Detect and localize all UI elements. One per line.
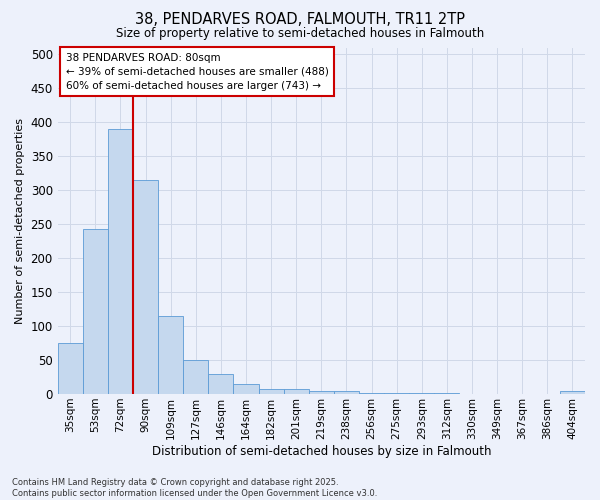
- Bar: [58, 343, 83, 394]
- Bar: [108, 129, 133, 394]
- Bar: [560, 390, 585, 394]
- Y-axis label: Number of semi-detached properties: Number of semi-detached properties: [15, 118, 25, 324]
- Text: 38 PENDARVES ROAD: 80sqm
← 39% of semi-detached houses are smaller (488)
60% of : 38 PENDARVES ROAD: 80sqm ← 39% of semi-d…: [65, 52, 328, 90]
- Bar: [284, 390, 309, 394]
- Bar: [233, 384, 259, 394]
- Bar: [309, 390, 334, 394]
- X-axis label: Distribution of semi-detached houses by size in Falmouth: Distribution of semi-detached houses by …: [152, 444, 491, 458]
- Text: Contains HM Land Registry data © Crown copyright and database right 2025.
Contai: Contains HM Land Registry data © Crown c…: [12, 478, 377, 498]
- Bar: [334, 392, 359, 394]
- Bar: [259, 390, 284, 394]
- Bar: [208, 374, 233, 394]
- Text: Size of property relative to semi-detached houses in Falmouth: Size of property relative to semi-detach…: [116, 28, 484, 40]
- Bar: [359, 392, 384, 394]
- Text: 38, PENDARVES ROAD, FALMOUTH, TR11 2TP: 38, PENDARVES ROAD, FALMOUTH, TR11 2TP: [135, 12, 465, 28]
- Bar: [183, 360, 208, 394]
- Bar: [384, 392, 409, 394]
- Bar: [83, 229, 108, 394]
- Bar: [133, 180, 158, 394]
- Bar: [158, 316, 183, 394]
